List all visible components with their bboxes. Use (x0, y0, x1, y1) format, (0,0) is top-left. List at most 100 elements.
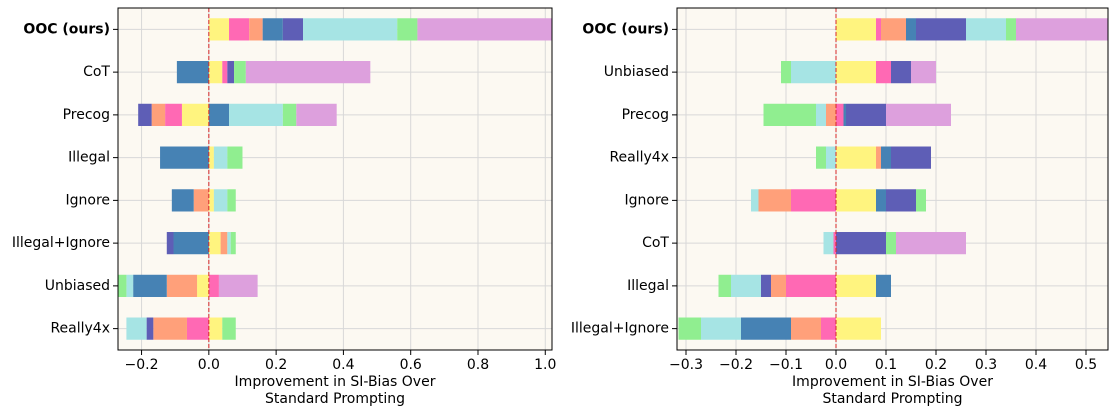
bar-segment (227, 232, 231, 255)
bar-segment (126, 274, 134, 297)
x-tick-label: −0.3 (669, 357, 703, 373)
y-tick-label: Illegal+Ignore (571, 321, 669, 337)
plot-background (677, 8, 1108, 350)
x-tick-label: 0.3 (975, 357, 997, 373)
bars (678, 18, 1108, 340)
y-tick-label: Really4x (609, 150, 669, 166)
bar-segment (741, 317, 791, 340)
bar-segment (213, 146, 228, 169)
bar-segment (886, 103, 951, 126)
bar-segment (891, 146, 931, 169)
bar-segment (282, 18, 304, 41)
bar-segment (133, 274, 167, 297)
bar-segment (876, 274, 891, 297)
y-tick-label: Unbiased (604, 64, 669, 80)
bar-segment (166, 232, 174, 255)
x-tick-label: 0.2 (265, 357, 287, 373)
bar-segment (171, 189, 194, 212)
y-tick-label: OOC (ours) (582, 21, 669, 37)
bar-segment (166, 274, 198, 297)
bar-segment (218, 274, 258, 297)
bar-segment (823, 232, 834, 255)
bar-segment (891, 61, 911, 84)
bar-segment (138, 103, 152, 126)
bar-segment (836, 189, 876, 212)
bar-segment (303, 18, 398, 41)
bar-segment (836, 103, 844, 126)
bar-segment (282, 103, 297, 126)
bar-segment (876, 189, 886, 212)
bar-segment (229, 103, 283, 126)
bar-segment (881, 18, 906, 41)
bar-segment (208, 189, 214, 212)
bar-segment (118, 274, 127, 297)
bar-segment (227, 189, 236, 212)
bar-segment (761, 274, 771, 297)
y-tick-label: CoT (642, 235, 669, 251)
bar-segment (881, 146, 891, 169)
bar-segment (836, 317, 881, 340)
bar-segment (227, 61, 235, 84)
bar-segment (836, 274, 876, 297)
bar-segment (886, 232, 896, 255)
bar-segment (751, 189, 759, 212)
bar-segment (821, 317, 836, 340)
bar-segment (791, 317, 821, 340)
x-tick-label: −0.2 (125, 357, 159, 373)
x-tick-label: 0.6 (400, 357, 422, 373)
bar-segment (896, 232, 966, 255)
bars (118, 18, 552, 340)
bar-segment (208, 317, 223, 340)
y-tick-label: Ignore (65, 192, 110, 208)
bar-segment (826, 103, 836, 126)
bar-segment (1006, 18, 1016, 41)
bar-segment (876, 18, 881, 41)
y-tick-label: Ignore (624, 192, 669, 208)
bar-segment (826, 146, 836, 169)
bar-segment (165, 103, 182, 126)
bar-segment (397, 18, 418, 41)
y-tick-label: OOC (ours) (23, 21, 110, 37)
bar-segment (791, 189, 836, 212)
bar-segment (208, 146, 214, 169)
plot-background (118, 8, 552, 350)
bar-segment (718, 274, 731, 297)
bar-segment (222, 61, 228, 84)
bar-segment (262, 18, 283, 41)
bar-segment (763, 103, 816, 126)
bar-segment (791, 61, 836, 84)
bar-segment (160, 146, 209, 169)
bar-segment (230, 232, 236, 255)
bar-segment (836, 232, 886, 255)
x-tick-label: 0.1 (875, 357, 897, 373)
bar-segment (151, 103, 166, 126)
x-tick-label: 0.0 (198, 357, 220, 373)
bar-segment (846, 103, 886, 126)
y-tick-label: Unbiased (45, 278, 110, 294)
y-tick-label: CoT (83, 64, 110, 80)
x-tick-label: 1.0 (534, 357, 556, 373)
bar-segment (213, 189, 228, 212)
bar-segment (186, 317, 209, 340)
bar-segment (193, 189, 209, 212)
bar-segment (227, 146, 243, 169)
x-tick-label: 0.4 (332, 357, 354, 373)
x-tick-label: 0.8 (467, 357, 489, 373)
bar-segment (208, 274, 219, 297)
y-tick-label: Really4x (50, 321, 110, 337)
bar-segment (296, 103, 337, 126)
bar-segment (208, 232, 221, 255)
x-tick-label: 0.2 (925, 357, 947, 373)
bar-segment (146, 317, 154, 340)
x-axis-label: Improvement in SI-Bias Over Standard Prom… (792, 374, 993, 407)
bar-segment (758, 189, 791, 212)
bar-segment (876, 61, 891, 84)
bar-segment (173, 232, 209, 255)
bar-segment (816, 103, 826, 126)
x-tick-label: 0.0 (825, 357, 847, 373)
x-tick-label: −0.2 (719, 357, 753, 373)
bar-segment (222, 317, 236, 340)
bar-segment (843, 103, 846, 126)
bar-segment (220, 232, 228, 255)
